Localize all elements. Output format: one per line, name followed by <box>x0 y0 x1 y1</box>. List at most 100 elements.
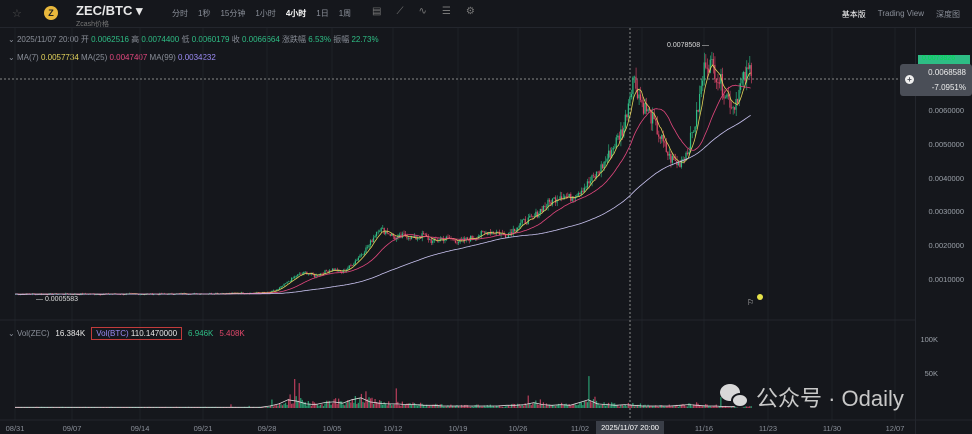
volume-bar <box>608 402 610 408</box>
low-annotation: — 0.0005583 <box>36 296 79 303</box>
event-dot[interactable] <box>757 294 763 300</box>
candle-body <box>457 242 460 243</box>
volume-bar <box>633 406 636 408</box>
volume-bar <box>230 404 232 408</box>
tab-view[interactable]: 深度图 <box>936 10 960 19</box>
tab-timeframe[interactable]: 1周 <box>338 9 352 18</box>
candle-body <box>577 192 579 196</box>
volume-bar <box>636 404 639 408</box>
volume-bar <box>66 407 68 408</box>
candle-body <box>565 196 567 198</box>
volume-bar <box>604 405 607 408</box>
volume-bar <box>576 405 578 408</box>
volume-bar <box>658 406 660 408</box>
flag-icon[interactable]: ⚐ <box>747 298 755 307</box>
tab-timeframe[interactable]: 4小时 <box>285 9 307 18</box>
candle-body <box>721 73 723 96</box>
zec-logo-icon: Z <box>44 6 58 20</box>
candle-body <box>579 192 581 194</box>
tab-view[interactable]: 基本版 <box>841 10 866 19</box>
pair-selector[interactable]: ZEC/BTC ▾ <box>76 3 143 18</box>
volume-bar <box>272 406 275 408</box>
candle-body <box>410 236 413 240</box>
tab-timeframe[interactable]: 15分钟 <box>220 9 246 18</box>
candle-body <box>547 199 549 207</box>
tab-timeframe[interactable]: 1日 <box>316 9 329 18</box>
volume-bar <box>310 405 312 408</box>
ma99-line <box>14 115 751 295</box>
volume-bar <box>568 404 570 408</box>
volume-bar <box>517 403 519 408</box>
volume-bar <box>700 406 702 408</box>
volume-bar <box>430 405 432 408</box>
tab-timeframe[interactable]: 分时 <box>172 9 188 18</box>
volume-bar <box>266 407 268 408</box>
candle-body <box>330 270 332 272</box>
indicator-icon[interactable]: ▤ <box>372 6 382 17</box>
volume-bar <box>262 407 264 408</box>
candle-body <box>359 255 361 258</box>
candle-body <box>629 97 631 104</box>
candle-body <box>318 275 320 276</box>
x-tick-label: 08/31 <box>5 424 25 433</box>
candle-body <box>680 160 683 167</box>
volume-bar <box>377 402 379 408</box>
candle-body <box>140 294 143 295</box>
gear-icon[interactable]: ⚙ <box>465 6 475 17</box>
volume-bar <box>542 402 545 408</box>
candle-body <box>291 277 293 282</box>
volume-bar <box>128 407 130 408</box>
candle-body <box>46 294 49 296</box>
candle-body <box>418 238 420 239</box>
volume-bar <box>318 405 320 408</box>
volume-bar <box>382 404 384 408</box>
candle-body <box>568 194 570 198</box>
volume-bar <box>336 403 338 408</box>
volume-bar <box>551 405 554 408</box>
volume-bar <box>271 399 273 408</box>
volume-bar <box>468 406 470 408</box>
candle-body <box>497 231 499 233</box>
candle-body <box>416 238 419 240</box>
volume-bar <box>278 402 281 408</box>
volume-bar <box>606 403 608 408</box>
candle-body <box>438 240 440 242</box>
candle-body <box>691 132 693 133</box>
subtitle[interactable]: Zcash价格 <box>76 21 110 28</box>
volume-bar <box>366 399 369 408</box>
draw-icon[interactable]: ⟋ <box>396 6 404 17</box>
candle-body <box>583 187 585 192</box>
volume-bar <box>280 404 282 408</box>
volume-bar <box>570 406 572 408</box>
candle-body <box>532 216 534 217</box>
volume-bar <box>380 401 382 408</box>
star-icon[interactable]: ☆ <box>12 8 22 20</box>
volume-bar <box>730 406 733 408</box>
tab-timeframe[interactable]: 1秒 <box>198 9 211 18</box>
volume-bar <box>729 406 731 408</box>
tab-view[interactable]: Trading View <box>877 9 924 18</box>
tab-timeframe[interactable]: 1小时 <box>255 9 276 18</box>
candle-body <box>544 205 546 208</box>
candle-body <box>688 151 690 155</box>
plus-icon[interactable]: + <box>905 75 914 84</box>
candle-body <box>617 135 619 138</box>
crosshair-x-label: 2025/11/07 20:00 <box>596 421 664 434</box>
volume-bar <box>432 404 434 408</box>
candle-body <box>738 89 740 104</box>
candle-body <box>297 274 299 277</box>
candle-body <box>385 231 387 234</box>
candle-body <box>533 216 535 217</box>
candle-body <box>72 294 74 295</box>
volume-bar <box>744 406 746 408</box>
candle-body <box>492 231 494 234</box>
volume-bar <box>383 402 385 408</box>
candle-body <box>673 156 675 161</box>
volume-bar <box>462 406 464 408</box>
compare-icon[interactable]: ∿ <box>418 6 427 17</box>
candle-body <box>281 285 284 287</box>
settings-list-icon[interactable]: ☰ <box>441 6 451 17</box>
x-tick-label: 10/12 <box>383 424 403 433</box>
candle-body <box>429 239 431 240</box>
